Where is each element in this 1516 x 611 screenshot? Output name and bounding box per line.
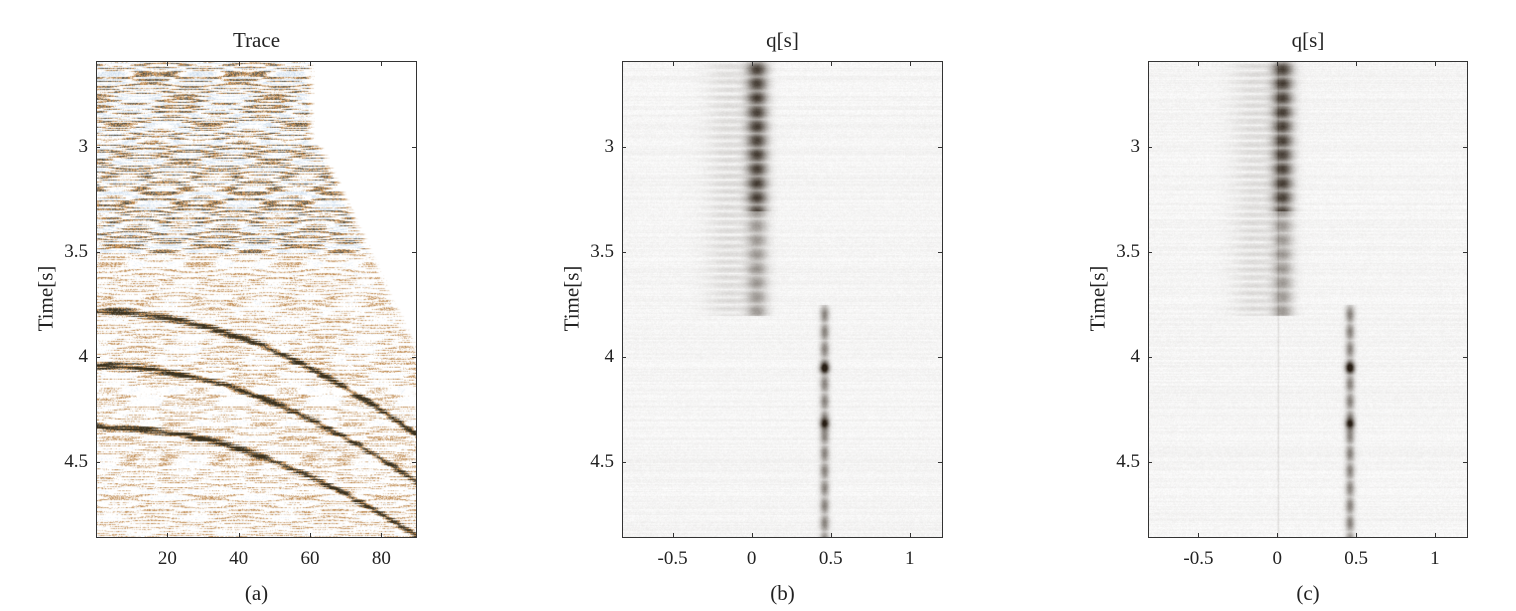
x-tick-mark [1277, 62, 1279, 66]
x-tick-label: 1 [1430, 548, 1440, 569]
y-tick-mark [938, 462, 942, 464]
panel-caption: (a) [244, 581, 269, 605]
y-tick-label: 4 [604, 346, 615, 368]
x-tick-mark [830, 62, 832, 66]
x-tick-mark [381, 62, 383, 66]
x-tick-mark [672, 533, 674, 537]
chart-title: q[s] [1291, 28, 1325, 52]
y-tick-mark [622, 462, 626, 464]
x-tick-label: 40 [229, 548, 249, 569]
y-tick-label: 4.5 [1116, 451, 1140, 473]
x-tick-label: 60 [300, 548, 320, 569]
x-tick-label: 0 [746, 548, 757, 569]
y-tick-mark [1463, 462, 1467, 464]
x-tick-label: 0.5 [1344, 548, 1368, 569]
heatmap-image [1149, 62, 1467, 537]
y-tick-label: 3 [78, 136, 89, 158]
heatmap-image [97, 62, 416, 537]
x-tick-mark [167, 62, 169, 66]
y-tick-mark [1463, 147, 1467, 149]
y-tick-mark [96, 357, 100, 359]
y-tick-mark [1463, 252, 1467, 254]
y-tick-label: 4.5 [590, 451, 614, 473]
y-tick-mark [96, 462, 100, 464]
y-tick-mark [1148, 147, 1152, 149]
x-tick-mark [672, 62, 674, 66]
y-tick-mark [412, 252, 416, 254]
x-tick-mark [1198, 533, 1200, 537]
x-tick-mark [909, 62, 911, 66]
x-tick-label: 20 [157, 548, 177, 569]
x-tick-label: -0.5 [1183, 548, 1214, 569]
x-tick-mark [310, 533, 311, 537]
plot-area [622, 61, 943, 538]
x-tick-mark [238, 62, 240, 66]
y-tick-label: 3.5 [64, 241, 88, 263]
y-tick-label: 4 [1130, 346, 1141, 368]
plot-area [1148, 61, 1468, 538]
y-tick-mark [412, 357, 416, 359]
x-tick-mark [1356, 62, 1358, 66]
x-tick-mark [751, 533, 753, 537]
x-tick-mark [1434, 62, 1436, 66]
y-tick-label: 3 [604, 136, 615, 158]
y-tick-mark [412, 462, 416, 464]
x-tick-label: 0.5 [818, 548, 843, 569]
panel-caption: (c) [1296, 581, 1320, 605]
y-tick-label: 4.5 [64, 451, 88, 473]
y-tick-label: 4 [78, 346, 89, 368]
x-tick-mark [1277, 533, 1279, 537]
y-tick-mark [96, 147, 100, 149]
x-tick-mark [830, 533, 832, 537]
y-tick-mark [938, 147, 942, 149]
y-tick-mark [622, 357, 626, 359]
x-tick-mark [1198, 62, 1200, 66]
y-tick-mark [938, 357, 942, 359]
x-tick-label: 80 [371, 548, 391, 569]
y-tick-mark [1148, 357, 1152, 359]
x-tick-mark [1356, 533, 1358, 537]
y-tick-mark [622, 147, 626, 149]
y-tick-label: 3.5 [590, 241, 614, 263]
x-tick-mark [751, 62, 753, 66]
y-tick-mark [1463, 357, 1467, 359]
x-tick-mark [381, 533, 383, 537]
x-tick-mark [238, 533, 240, 537]
x-tick-mark [909, 533, 911, 537]
chart-title: q[s] [766, 28, 799, 52]
y-tick-mark [96, 252, 100, 254]
x-tick-label: 1 [905, 548, 915, 569]
y-tick-label: 3 [1130, 136, 1141, 158]
plot-area [96, 61, 417, 538]
x-tick-mark [167, 533, 169, 537]
panel-caption: (b) [770, 581, 795, 605]
y-tick-mark [1148, 252, 1152, 254]
y-tick-mark [1148, 462, 1152, 464]
y-tick-mark [622, 252, 626, 254]
chart-title: Trace [232, 28, 281, 52]
y-tick-mark [412, 147, 416, 149]
x-tick-mark [310, 62, 311, 66]
y-tick-mark [938, 252, 942, 254]
x-tick-label: -0.5 [657, 548, 688, 569]
x-tick-mark [1434, 533, 1436, 537]
y-tick-label: 3.5 [1116, 241, 1140, 263]
heatmap-image [623, 62, 942, 537]
x-tick-label: 0 [1272, 548, 1283, 569]
